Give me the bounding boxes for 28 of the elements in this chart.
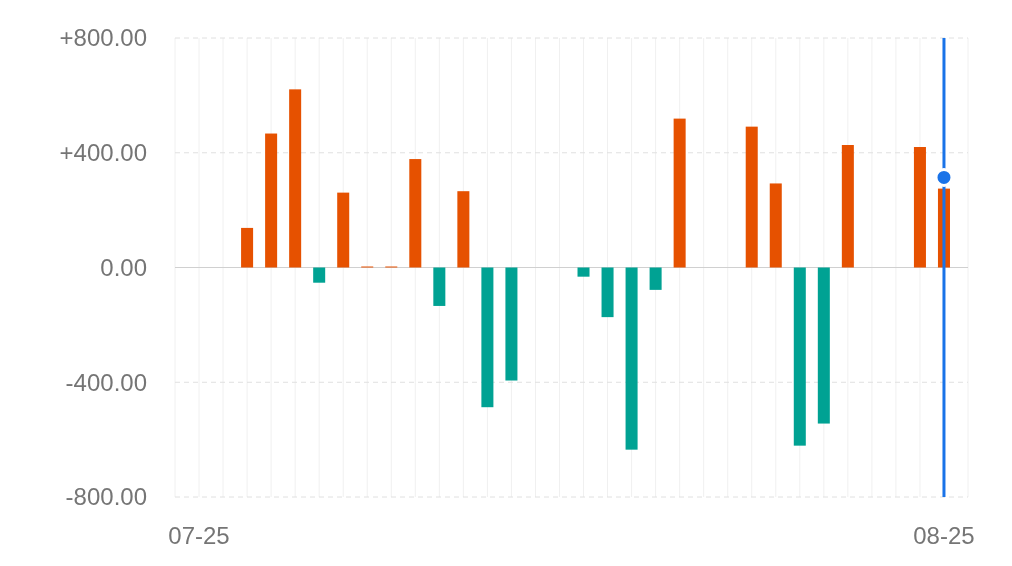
bar [673,118,686,268]
y-tick-label: +800.00 [59,24,147,52]
y-tick-label: -800.00 [65,483,147,511]
bar [289,89,302,268]
bar [745,126,758,268]
bar [769,183,782,268]
bar [433,267,446,306]
y-tick-label: 0.00 [100,253,147,281]
bar [265,133,278,268]
bar [505,267,518,381]
y-tick-label: -400.00 [65,368,147,396]
bar [313,267,326,283]
x-tick-label: 07-25 [168,522,230,549]
bar [649,267,662,290]
bar [457,191,470,268]
bar [841,145,854,268]
bar [481,267,494,408]
y-tick-label: +400.00 [59,139,147,167]
bar [577,267,590,277]
bar [793,267,806,446]
bar [409,159,422,268]
bar [601,267,614,318]
bar [913,147,926,268]
bar [817,267,830,424]
bar [625,267,638,450]
x-tick-label: 08-25 [913,522,975,549]
bar [337,192,350,268]
bar [241,227,254,268]
